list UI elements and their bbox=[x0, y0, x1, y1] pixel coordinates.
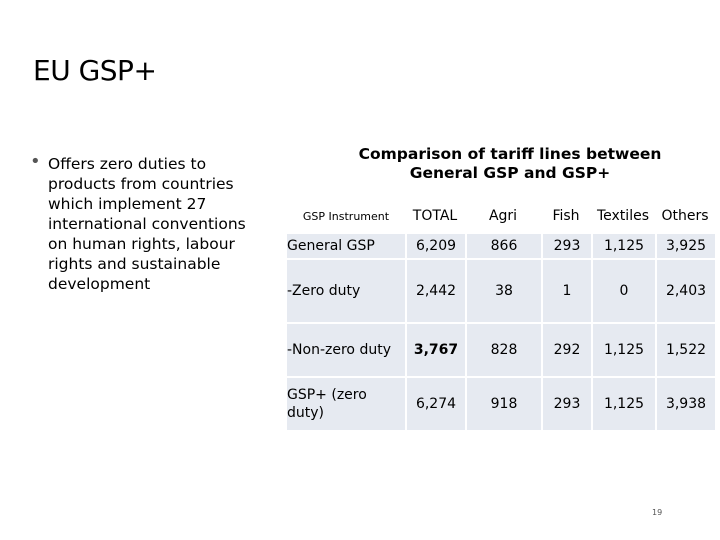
bullet-text: Offers zero duties to products from coun… bbox=[48, 155, 246, 293]
cell-textiles: 1,125 bbox=[591, 378, 655, 430]
row-label: GSP+ (zero duty) bbox=[287, 378, 405, 430]
cell-fish: 292 bbox=[541, 324, 591, 376]
header-others: Others bbox=[661, 208, 709, 224]
cell-agri: 866 bbox=[465, 234, 541, 258]
table-row: GSP+ (zero duty) 6,274 918 293 1,125 3,9… bbox=[287, 378, 715, 430]
cell-fish: 1 bbox=[541, 260, 591, 322]
cell-fish: 293 bbox=[541, 378, 591, 430]
row-label: -Zero duty bbox=[287, 260, 405, 322]
cell-total: 6,274 bbox=[405, 378, 465, 430]
header-fish: Fish bbox=[552, 208, 580, 224]
cell-others: 2,403 bbox=[655, 260, 715, 322]
row-label: General GSP bbox=[287, 234, 405, 258]
table-row: -Non-zero duty 3,767 828 292 1,125 1,522 bbox=[287, 324, 715, 376]
slide-title: EU GSP+ bbox=[33, 54, 157, 87]
cell-total: 6,209 bbox=[405, 234, 465, 258]
table-title: Comparison of tariff lines between Gener… bbox=[358, 145, 662, 182]
row-label: -Non-zero duty bbox=[287, 324, 405, 376]
header-agri: Agri bbox=[488, 208, 518, 224]
cell-agri: 828 bbox=[465, 324, 541, 376]
cell-agri: 918 bbox=[465, 378, 541, 430]
cell-fish: 293 bbox=[541, 234, 591, 258]
bullet-list: • Offers zero duties to products from co… bbox=[30, 151, 255, 294]
cell-others: 3,938 bbox=[655, 378, 715, 430]
table-header-row: GSP Instrument TOTAL Agri Fish Textiles … bbox=[287, 200, 715, 232]
bullet-dot-icon: • bbox=[30, 151, 41, 172]
cell-others: 1,522 bbox=[655, 324, 715, 376]
cell-total: 2,442 bbox=[405, 260, 465, 322]
header-gsp-instrument: GSP Instrument bbox=[302, 209, 390, 223]
cell-textiles: 1,125 bbox=[591, 324, 655, 376]
cell-textiles: 0 bbox=[591, 260, 655, 322]
table-row: -Zero duty 2,442 38 1 0 2,403 bbox=[287, 260, 715, 322]
cell-textiles: 1,125 bbox=[591, 234, 655, 258]
header-total: TOTAL bbox=[412, 208, 458, 224]
table-row: General GSP 6,209 866 293 1,125 3,925 bbox=[287, 234, 715, 258]
cell-agri: 38 bbox=[465, 260, 541, 322]
header-textiles: Textiles bbox=[596, 208, 649, 224]
tariff-comparison-table: GSP Instrument TOTAL Agri Fish Textiles … bbox=[287, 198, 715, 432]
cell-others: 3,925 bbox=[655, 234, 715, 258]
page-number: 19 bbox=[652, 508, 663, 517]
cell-total-highlighted: 3,767 bbox=[405, 324, 465, 376]
